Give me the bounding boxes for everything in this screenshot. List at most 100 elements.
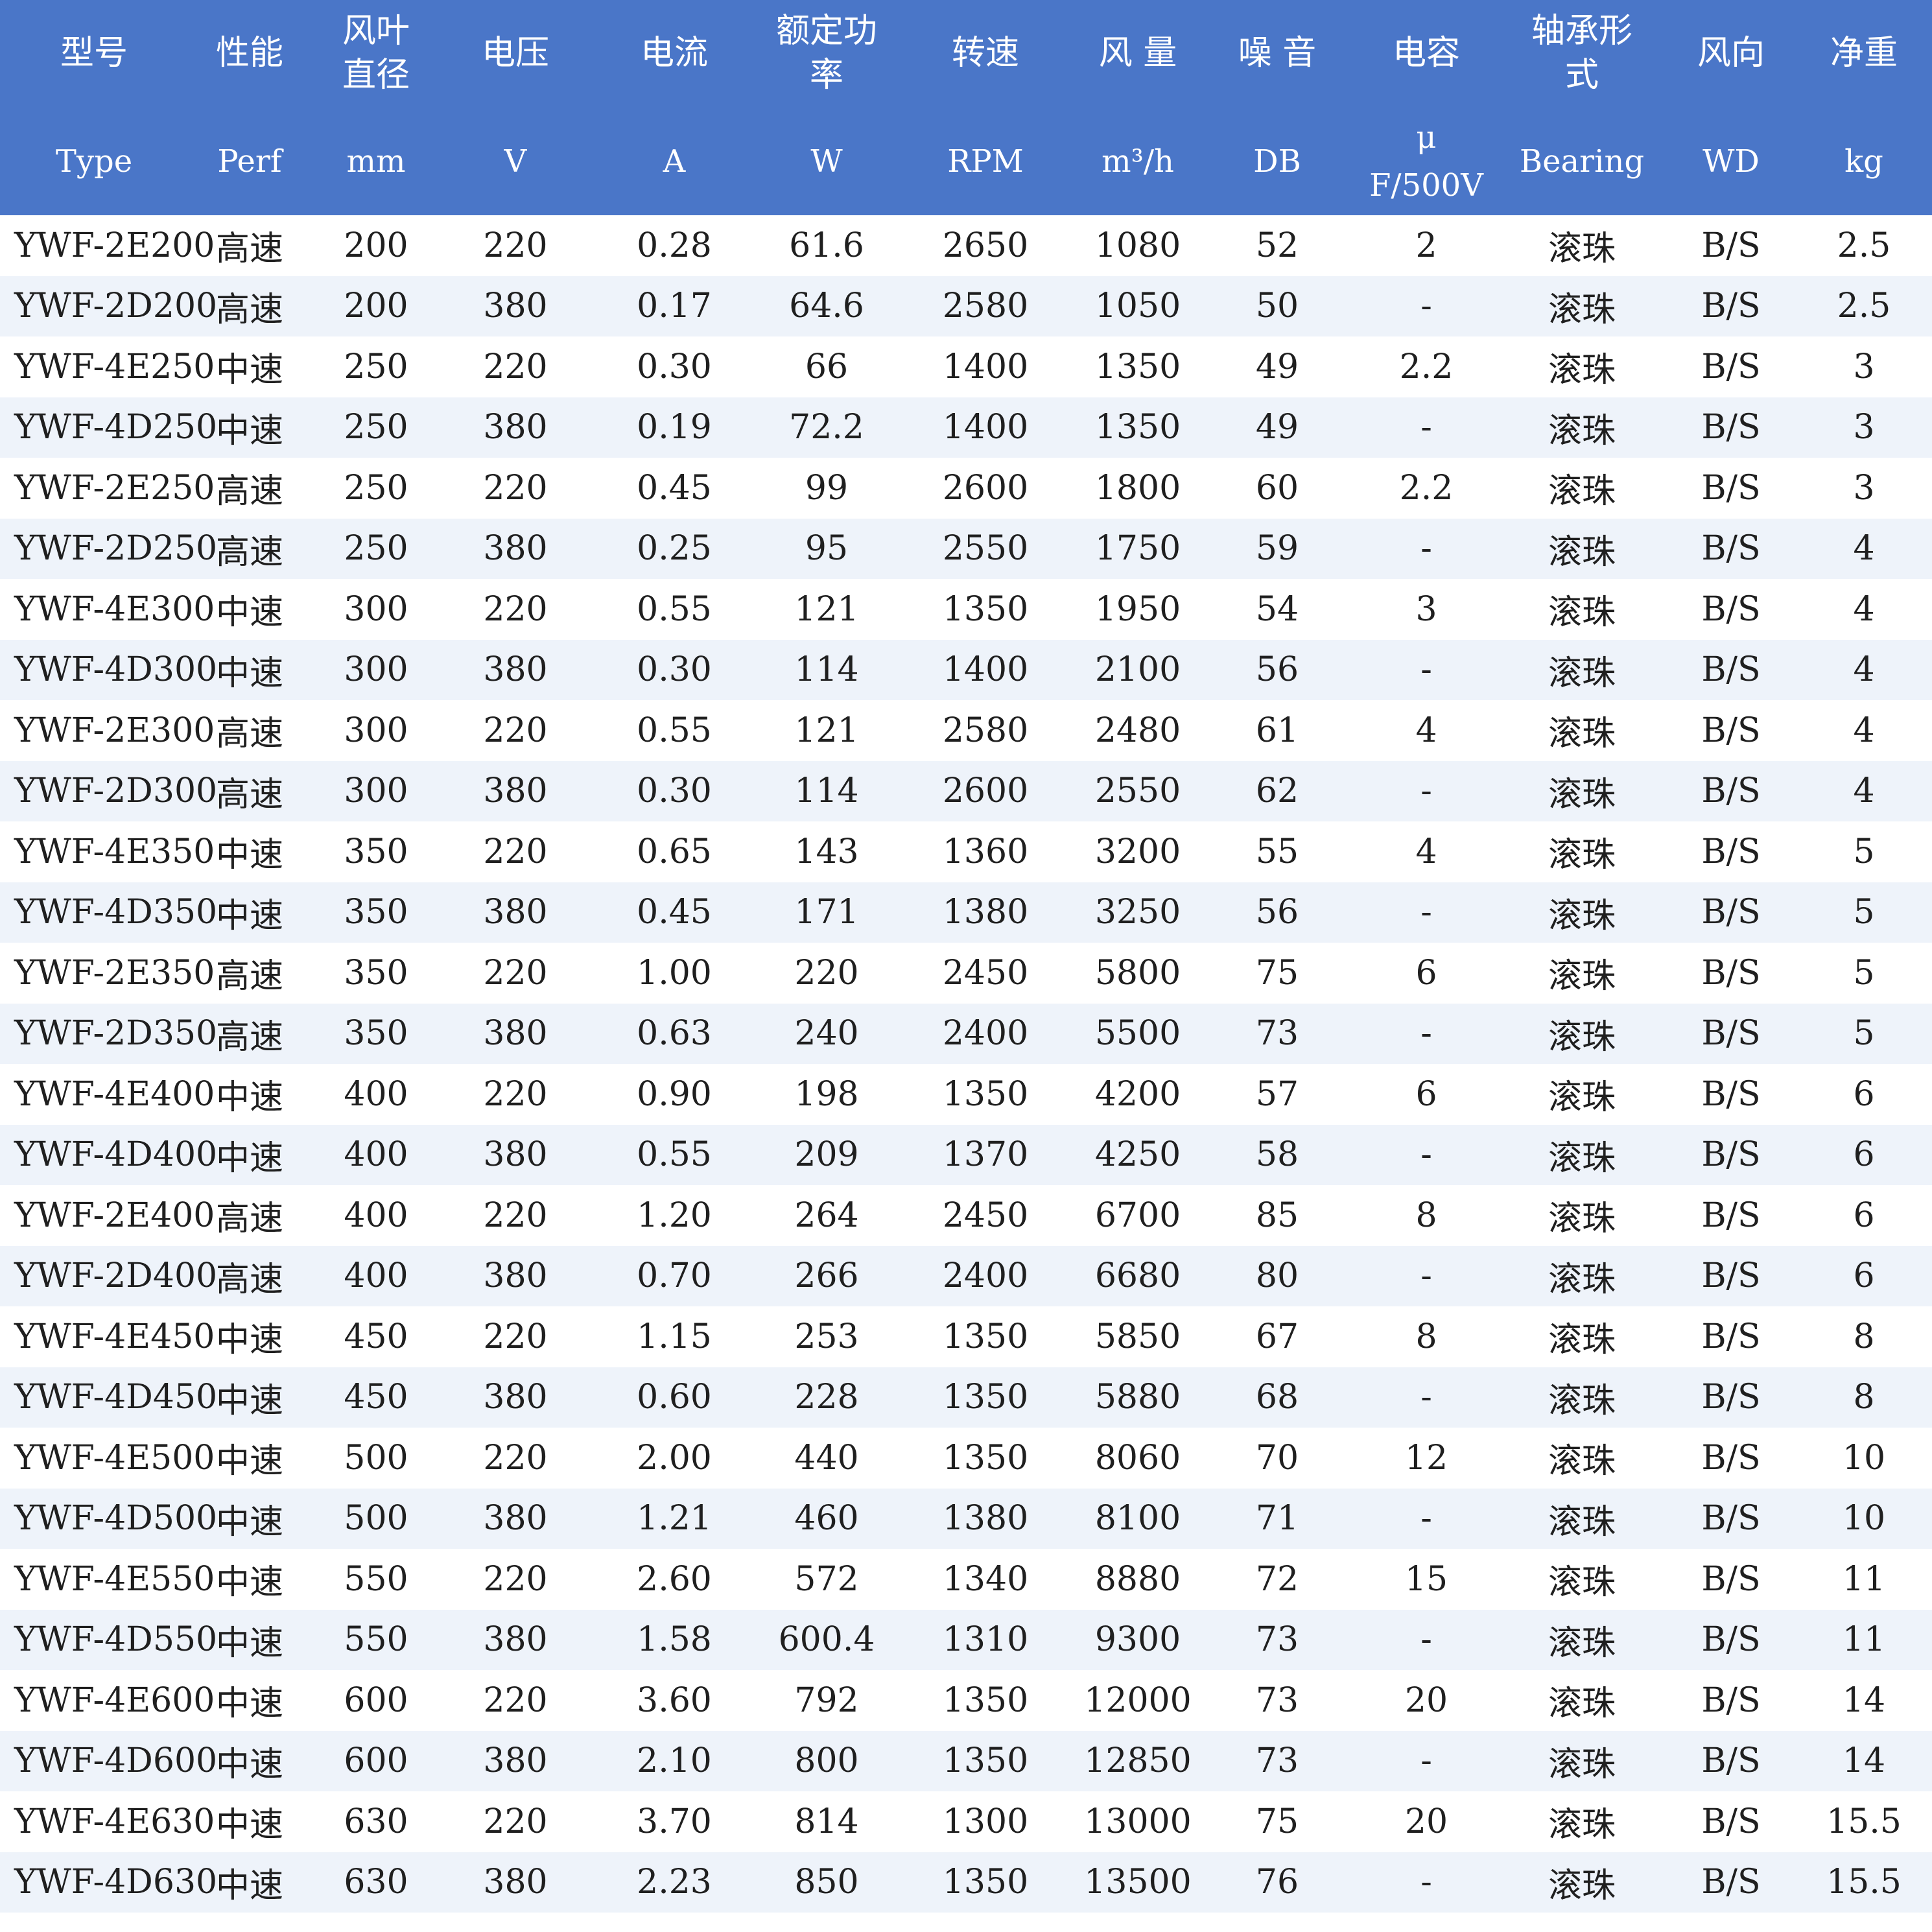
header-en-current: A xyxy=(590,108,759,215)
cell-weight: 11 xyxy=(1796,1609,1932,1670)
table-row: YWF-2D200 高速 200 380 0.17 64.6 2580 1050 50- 滚珠 B/… xyxy=(0,276,1932,336)
cell-power: 143 xyxy=(759,821,895,882)
table-body: YWF-2E200 高速 200 220 0.28 61.6 2650 1080 52 2 滚珠 B/… xyxy=(0,215,1932,1913)
cell-airflow: 5500 xyxy=(1076,1003,1199,1064)
cell-airflow: 13000 xyxy=(1076,1791,1199,1852)
cell-current: 0.65 xyxy=(590,821,759,882)
cell-direction: B/S xyxy=(1666,1852,1796,1913)
cell-type: YWF-2D350 xyxy=(0,1003,217,1064)
cell-bearing: 滚珠 xyxy=(1498,579,1666,640)
cell-voltage: 380 xyxy=(441,639,590,700)
cell-airflow: 3200 xyxy=(1076,821,1199,882)
cell-noise: 72 xyxy=(1199,1549,1355,1610)
cell-power: 240 xyxy=(759,1003,895,1064)
cell-current: 0.30 xyxy=(590,639,759,700)
cell-capacitor: 20 xyxy=(1355,1670,1498,1731)
cell-bearing: 滚珠 xyxy=(1498,1428,1666,1489)
header-zh-power: 额定功 率 xyxy=(759,0,895,108)
cell-speed: 2450 xyxy=(895,1185,1076,1246)
cell-current: 1.21 xyxy=(590,1488,759,1549)
cell-direction: B/S xyxy=(1666,1367,1796,1428)
cell-perf: 中速 xyxy=(188,1124,311,1185)
cell-power: 792 xyxy=(759,1670,895,1731)
cell-perf: 中速 xyxy=(188,882,311,943)
cell-perf: 高速 xyxy=(188,943,311,1004)
cell-speed: 1400 xyxy=(895,639,1076,700)
table-row: YWF-4D500 中速 500 380 1.21 460 1380 8100 71- 滚珠 B/S… xyxy=(0,1488,1932,1549)
cell-direction: B/S xyxy=(1666,579,1796,640)
cell-capacitor: 8 xyxy=(1355,1185,1498,1246)
cell-noise: 60 xyxy=(1199,458,1355,519)
cell-noise: 75 xyxy=(1199,943,1355,1004)
cell-speed: 1380 xyxy=(895,1488,1076,1549)
cell-noise: 71 xyxy=(1199,1488,1355,1549)
cell-current: 2.00 xyxy=(590,1428,759,1489)
header-zh-voltage: 电压 xyxy=(441,0,590,108)
cell-weight: 6 xyxy=(1796,1064,1932,1125)
cell-diameter: 350 xyxy=(311,943,441,1004)
cell-direction: B/S xyxy=(1666,518,1796,579)
cell-power: 264 xyxy=(759,1185,895,1246)
cell-noise: 68 xyxy=(1199,1367,1355,1428)
cell-direction: B/S xyxy=(1666,1245,1796,1306)
cell-power: 72.2 xyxy=(759,397,895,458)
cell-weight: 10 xyxy=(1796,1488,1932,1549)
cell-noise: 61 xyxy=(1199,700,1355,761)
cell-type: YWF-4E300 xyxy=(0,579,215,640)
cell-noise: 54 xyxy=(1199,579,1355,640)
cell-current: 2.60 xyxy=(590,1549,759,1610)
cell-weight: 14 xyxy=(1796,1670,1932,1731)
cell-diameter: 550 xyxy=(311,1549,441,1610)
cell-speed: 1400 xyxy=(895,336,1076,397)
cell-direction: B/S xyxy=(1666,943,1796,1004)
cell-airflow: 5850 xyxy=(1076,1306,1199,1367)
cell-direction: B/S xyxy=(1666,700,1796,761)
cell-voltage: 380 xyxy=(441,1124,590,1185)
header-zh-direction: 风向 xyxy=(1666,0,1796,108)
cell-current: 0.45 xyxy=(590,458,759,519)
cell-capacitor: - xyxy=(1355,760,1498,821)
cell-noise: 56 xyxy=(1199,882,1355,943)
cell-type: YWF-2E400 xyxy=(0,1185,215,1246)
table-row: YWF-4E350 中速 350 220 0.65 143 1360 3200 55 4 滚珠 B/S… xyxy=(0,821,1932,882)
cell-bearing: 滚珠 xyxy=(1498,1791,1666,1852)
cell-type: YWF-2D200 xyxy=(0,276,217,336)
table-row: YWF-4E450 中速 450 220 1.15 253 1350 5850 67 8 滚珠 B/S… xyxy=(0,1306,1932,1367)
cell-power: 121 xyxy=(759,579,895,640)
cell-weight: 11 xyxy=(1796,1549,1932,1610)
table-row: YWF-4E400 中速 400 220 0.90 198 1350 4200 57 6 滚珠 B/S… xyxy=(0,1064,1932,1125)
cell-type: YWF-2E350 xyxy=(0,943,215,1004)
cell-power: 121 xyxy=(759,700,895,761)
cell-type: YWF-2D300 xyxy=(0,760,217,821)
cell-current: 0.30 xyxy=(590,760,759,821)
cell-airflow: 1080 xyxy=(1076,215,1199,276)
cell-power: 209 xyxy=(759,1124,895,1185)
cell-noise: 76 xyxy=(1199,1852,1355,1913)
header-row-en: Type Perf mm V A W RPM m³/h DB μ F/500V … xyxy=(0,108,1932,215)
header-en-speed: RPM xyxy=(895,108,1076,215)
cell-current: 1.15 xyxy=(590,1306,759,1367)
cell-airflow: 1800 xyxy=(1076,458,1199,519)
table-row: YWF-4E500 中速 500 220 2.00 440 1350 8060 70 12 滚珠 B/… xyxy=(0,1428,1932,1489)
header-en-voltage: V xyxy=(441,108,590,215)
cell-capacitor: - xyxy=(1355,882,1498,943)
table-row: YWF-2E350 高速 350 220 1.00 220 2450 5800 75 6 滚珠 B/S… xyxy=(0,943,1932,1004)
cell-speed: 2650 xyxy=(895,215,1076,276)
cell-noise: 85 xyxy=(1199,1185,1355,1246)
cell-current: 0.55 xyxy=(590,700,759,761)
cell-capacitor: - xyxy=(1355,276,1498,336)
cell-speed: 1350 xyxy=(895,1730,1076,1791)
cell-capacitor: - xyxy=(1355,1730,1498,1791)
cell-voltage: 380 xyxy=(441,1003,590,1064)
cell-diameter: 500 xyxy=(311,1488,441,1549)
cell-power: 572 xyxy=(759,1549,895,1610)
cell-type: YWF-2E300 xyxy=(0,700,215,761)
cell-power: 99 xyxy=(759,458,895,519)
table-row: YWF-2E300 高速 300 220 0.55 121 2580 2480 61 4 滚珠 B/S… xyxy=(0,700,1932,761)
cell-perf: 中速 xyxy=(188,639,311,700)
cell-bearing: 滚珠 xyxy=(1498,700,1666,761)
cell-speed: 1350 xyxy=(895,1670,1076,1731)
cell-diameter: 200 xyxy=(311,215,441,276)
cell-diameter: 250 xyxy=(311,397,441,458)
